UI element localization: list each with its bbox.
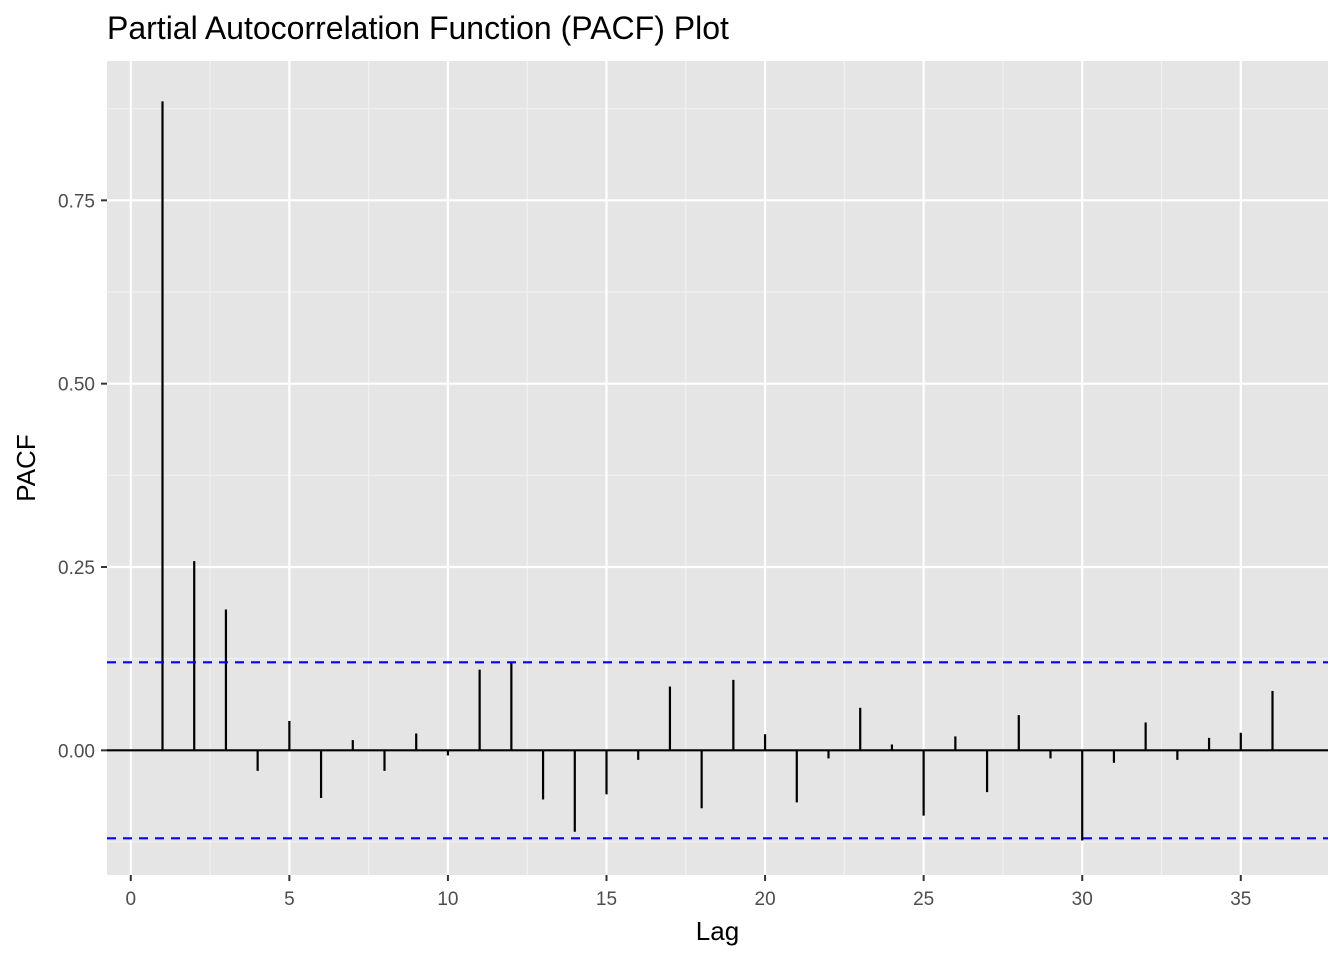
y-tick-label: 0.50 <box>58 375 95 396</box>
y-axis-title: PACF <box>11 434 41 501</box>
x-tick-label: 25 <box>913 889 934 910</box>
plot-panel <box>107 61 1328 875</box>
y-tick-label: 0.00 <box>58 741 95 762</box>
pacf-bars <box>161 101 1274 841</box>
x-tick-label: 15 <box>596 889 617 910</box>
grid-minor <box>107 61 1328 875</box>
tick-labels: 0 5 10 15 20 25 30 35 0.00 0.25 0.50 0.75 <box>58 191 1251 910</box>
x-tick-label: 5 <box>284 889 295 910</box>
x-axis-title: Lag <box>696 916 739 946</box>
x-tick-label: 10 <box>437 889 458 910</box>
x-tick-label: 30 <box>1072 889 1093 910</box>
x-tick-label: 35 <box>1230 889 1251 910</box>
chart-title: Partial Autocorrelation Function (PACF) … <box>107 10 729 46</box>
y-tick-label: 0.75 <box>58 191 95 212</box>
reference-lines <box>107 661 1328 840</box>
y-tick-label: 0.25 <box>58 558 95 579</box>
x-tick-label: 20 <box>755 889 776 910</box>
x-tick-label: 0 <box>125 889 136 910</box>
axis-ticks <box>101 199 1242 881</box>
